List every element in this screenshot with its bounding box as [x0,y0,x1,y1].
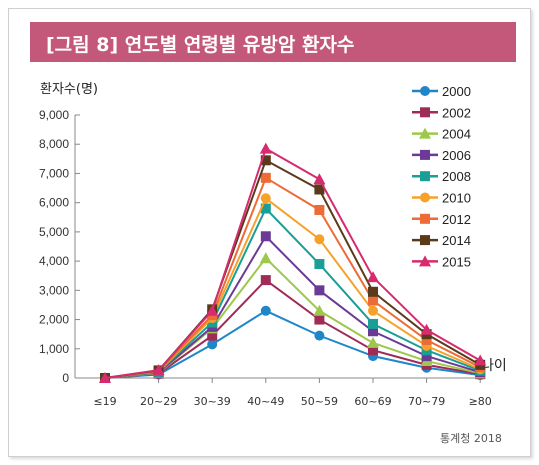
legend-marker [420,86,430,96]
legend-marker [420,213,430,224]
data-point [421,351,432,362]
y-tick-label: 0 [62,371,69,385]
data-point [420,323,433,335]
data-point [474,354,487,366]
series-line [104,309,481,379]
data-point [367,336,379,348]
data-point [207,339,218,350]
y-tick-label: 4,000 [39,254,69,268]
data-point [260,193,271,204]
series-2006 [100,231,486,383]
data-point [367,271,379,283]
data-point [313,304,326,316]
legend-item: 2002 [412,105,471,120]
data-point [260,203,271,214]
y-tick-label: 3,000 [39,283,69,297]
title-bar: [그림 8] 연도별 연령별 유방암 환자수 [30,22,516,62]
data-point [314,314,325,325]
legend-marker [420,192,430,203]
data-point [368,318,378,329]
legend-label: 2004 [442,127,471,142]
data-point [207,330,218,341]
legend-label: 2008 [442,169,471,184]
x-tick-label: 20~29 [140,395,177,408]
data-point [259,142,272,154]
x-axis-label: 나이 [481,358,507,374]
x-tick-label: 60~69 [354,395,391,408]
data-point [314,285,325,296]
legend-label: 2000 [442,84,471,99]
legend-item: 2015 [412,254,471,269]
data-point [368,345,378,356]
data-point [314,330,325,341]
legend-marker [419,127,431,139]
data-point [260,305,271,316]
data-point [260,275,271,286]
data-point [314,234,325,245]
y-tick-label: 7,000 [39,166,69,180]
legend-item: 2004 [412,127,471,142]
legend-label: 2010 [442,191,471,206]
y-tick-label: 9,000 [39,108,69,122]
legend-marker [419,255,431,267]
legend-marker [420,235,430,246]
legend-item: 2000 [412,84,471,99]
series-2004 [99,252,487,383]
legend-item: 2012 [412,212,471,227]
data-point [368,286,378,297]
legend-label: 2015 [442,254,471,269]
data-point [152,364,165,376]
y-tick-label: 8,000 [39,137,69,151]
data-point [314,184,325,195]
series-2015 [99,142,487,383]
x-tick-label: 30~39 [194,395,231,408]
x-tick-label: 70~79 [408,395,445,408]
chart-title: [그림 8] 연도별 연령별 유방암 환자수 [46,34,355,56]
x-tick-label: 40~49 [247,395,284,408]
legend-marker [420,149,430,160]
data-point [368,295,378,306]
source-label: 통계청 2018 [440,432,502,445]
legend: 2000 2002 2004 2006 2008 2010 2012 2014 2015 [412,84,471,269]
y-axis-label: 환자수(명) [40,82,98,97]
data-point [314,259,325,270]
legend-item: 2006 [412,148,471,163]
data-point [259,252,272,264]
legend-label: 2012 [442,212,471,227]
data-point [368,326,378,337]
legend-item: 2010 [412,191,471,206]
y-tick-label: 5,000 [39,225,69,239]
legend-label: 2014 [442,233,471,248]
x-tick-label: ≥80 [469,395,492,408]
series-line [104,278,481,379]
data-point [421,335,432,346]
legend-item: 2008 [412,169,471,184]
axes: 0 1,000 2,000 3,000 4,000 5,000 6,000 7,000 8,00… [39,82,507,408]
y-tick-label: 6,000 [39,196,69,210]
data-point [313,173,326,185]
data-point [206,304,219,316]
series-lines [99,142,487,383]
series-line [104,147,481,379]
legend-label: 2006 [442,148,471,163]
data-point [260,172,271,183]
legend-label: 2002 [442,105,471,120]
data-point [314,204,325,215]
data-point [99,372,111,383]
x-tick-label: ≤19 [93,395,116,408]
data-point [260,231,271,242]
legend-marker [420,107,430,118]
data-point [368,305,378,316]
legend-item: 2014 [412,233,471,248]
data-point [260,155,271,166]
y-tick-label: 2,000 [39,313,69,327]
x-tick-label: 50~59 [301,395,338,408]
y-tick-label: 1,000 [39,342,69,356]
legend-marker [420,171,430,182]
